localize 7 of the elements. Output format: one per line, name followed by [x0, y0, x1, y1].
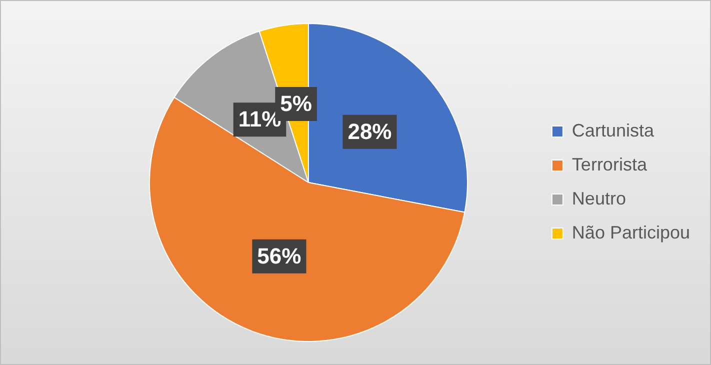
data-label: 28%: [348, 118, 392, 144]
legend-label: Cartunista: [572, 120, 655, 140]
legend-label: Não Participou: [572, 222, 690, 242]
data-label: 56%: [257, 243, 302, 268]
data-label: 5%: [280, 91, 312, 116]
legend-label: Neutro: [572, 188, 626, 208]
legend-label: Terrorista: [572, 154, 648, 174]
